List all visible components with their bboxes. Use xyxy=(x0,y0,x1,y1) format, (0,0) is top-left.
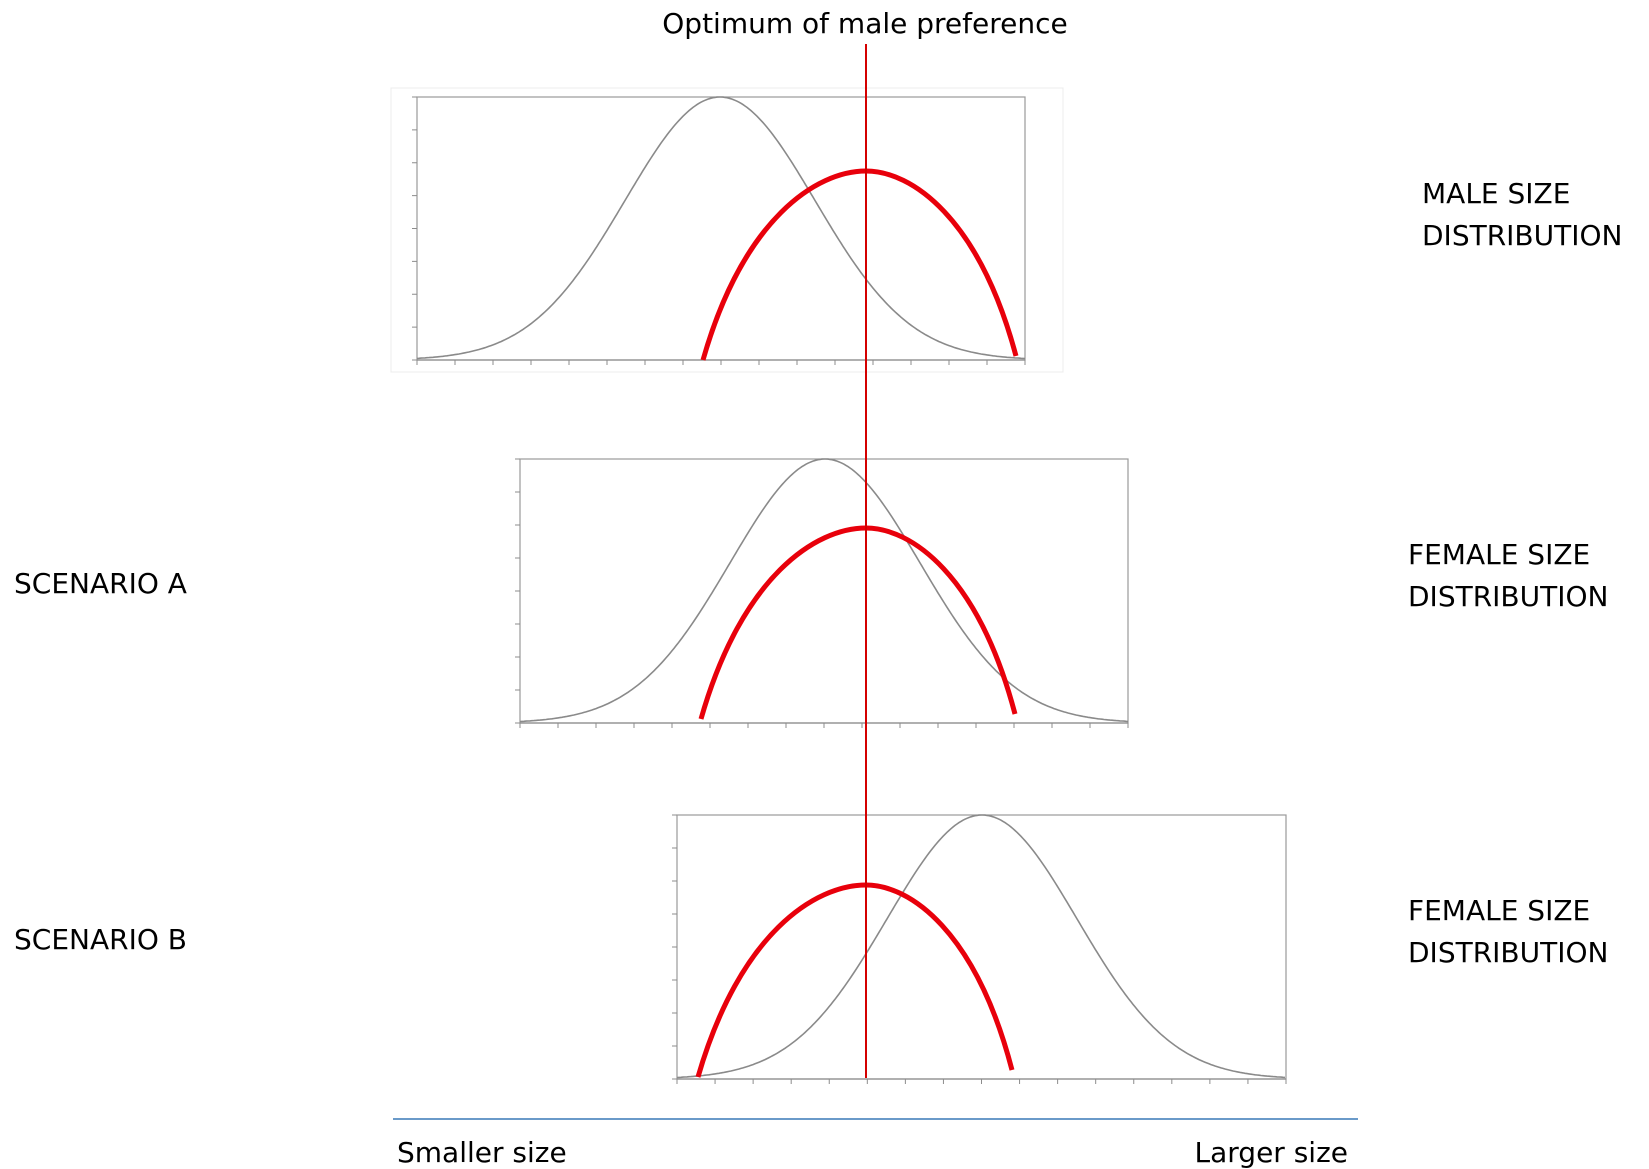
panel-female-a xyxy=(515,458,1129,728)
panel-female-b-ticks xyxy=(672,814,1287,1084)
panel-female-b xyxy=(672,814,1287,1084)
size-axis-right-label: Larger size xyxy=(1195,1136,1348,1169)
panel-female-a-frame xyxy=(519,458,1129,724)
panel-female-b-frame xyxy=(676,814,1287,1080)
female-a-preference-curve xyxy=(698,525,1018,720)
panel-male xyxy=(390,87,1064,373)
size-axis-left-label: Smaller size xyxy=(397,1136,567,1169)
optimum-label: Optimum of male preference xyxy=(662,7,1067,40)
panel-male-ticks xyxy=(412,96,1026,365)
female-b-preference-curve xyxy=(695,882,1015,1078)
panel-male-outer-box xyxy=(390,87,1064,373)
female-b-dist-label: FEMALE SIZE DISTRIBUTION xyxy=(1408,894,1608,969)
panel-male-frame xyxy=(416,96,1026,361)
female-a-size-curve xyxy=(519,458,1129,723)
male-dist-label: MALE SIZE DISTRIBUTION xyxy=(1422,177,1622,252)
female-a-dist-label-line1: FEMALE SIZE xyxy=(1408,538,1590,571)
scenario-b-label: SCENARIO B xyxy=(14,923,187,956)
panel-female-a-ticks xyxy=(515,458,1129,728)
male-preference-curve xyxy=(700,168,1019,361)
female-a-dist-label: FEMALE SIZE DISTRIBUTION xyxy=(1408,538,1608,613)
male-dist-label-line2: DISTRIBUTION xyxy=(1422,219,1622,252)
male-size-curve xyxy=(416,96,1026,360)
male-dist-label-line1: MALE SIZE xyxy=(1422,177,1570,210)
female-b-size-curve xyxy=(676,814,1286,1079)
female-b-dist-label-line1: FEMALE SIZE xyxy=(1408,894,1590,927)
scenario-a-label: SCENARIO A xyxy=(14,567,187,600)
female-b-dist-label-line2: DISTRIBUTION xyxy=(1408,936,1608,969)
female-a-dist-label-line2: DISTRIBUTION xyxy=(1408,580,1608,613)
